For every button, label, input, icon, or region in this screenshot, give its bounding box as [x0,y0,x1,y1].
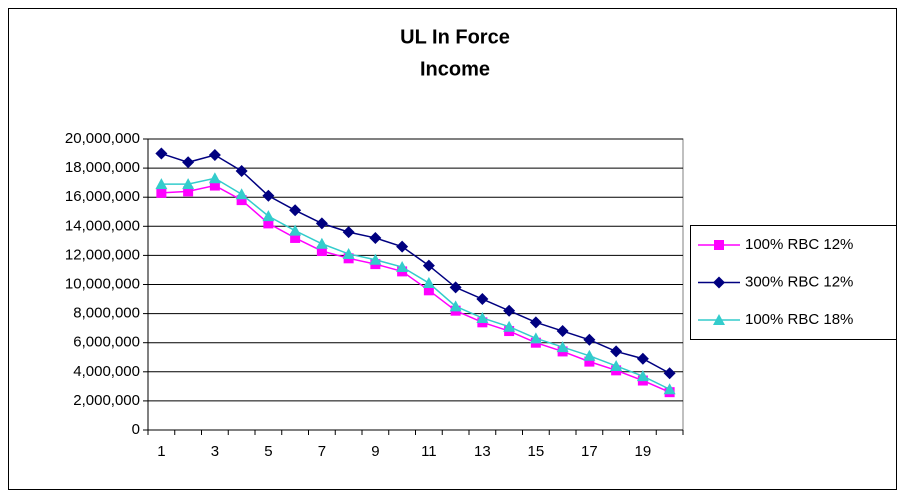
marker [342,247,355,259]
marker [208,149,221,162]
marker [208,172,221,184]
x-tick-label: 1 [157,443,165,460]
marker [236,195,247,206]
marker [289,204,302,217]
marker [663,383,676,395]
marker [713,276,725,289]
marker [396,261,409,273]
x-tick-label: 13 [474,443,491,460]
marker [290,232,301,243]
marker [556,325,569,338]
y-tick-label: 12,000,000 [65,246,140,263]
legend-label: 300% RBC 12% [745,273,853,290]
marker [183,186,194,197]
marker [262,210,275,222]
marker [584,356,595,367]
marker [583,333,596,346]
legend-label: 100% RBC 18% [745,311,853,328]
y-tick-label: 8,000,000 [73,305,140,322]
marker [449,300,462,312]
marker [209,180,220,191]
y-tick-label: 14,000,000 [65,217,140,234]
marker [449,281,462,294]
x-tick-label: 15 [528,443,545,460]
marker [155,147,168,160]
y-tick-label: 20,000,000 [65,130,140,147]
marker [636,370,649,382]
marker [262,189,275,202]
marker [713,314,725,325]
x-tick-label: 11 [421,443,437,460]
marker [636,352,649,365]
marker [610,359,623,371]
y-tick-label: 10,000,000 [65,275,140,292]
y-tick-label: 16,000,000 [65,188,140,205]
marker [529,332,542,344]
x-tick-label: 17 [581,443,598,460]
marker [423,285,434,296]
marker [315,217,328,230]
x-tick-label: 5 [264,443,272,460]
marker [289,224,302,236]
y-tick-label: 0 [132,421,140,438]
x-tick-label: 7 [318,443,326,460]
y-tick-label: 18,000,000 [65,159,140,176]
marker [342,226,355,239]
marker [583,349,596,361]
chart-title: UL In Force [400,26,510,48]
marker [156,187,167,198]
marker [610,345,623,358]
marker [503,304,516,317]
marker [263,218,274,229]
marker [369,253,382,265]
marker [503,320,516,332]
marker [182,178,195,190]
y-tick-label: 2,000,000 [73,392,140,409]
marker [476,311,489,323]
y-tick-label: 6,000,000 [73,334,140,351]
marker [315,237,328,249]
marker [529,316,542,329]
marker [316,246,327,257]
marker [235,165,248,178]
x-tick-label: 19 [635,443,652,460]
x-tick-label: 3 [211,443,219,460]
marker [556,341,569,353]
marker [235,188,248,200]
legend-label: 100% RBC 12% [745,236,853,253]
marker [714,240,724,250]
chart-title: Income [420,58,490,80]
x-tick-label: 9 [371,443,379,460]
marker [422,277,435,289]
marker [155,178,168,190]
marker [369,231,382,244]
y-tick-label: 4,000,000 [73,363,140,380]
marker [476,293,489,306]
marker [182,156,195,169]
marker [396,240,409,253]
marker [663,367,676,380]
marker [422,259,435,272]
